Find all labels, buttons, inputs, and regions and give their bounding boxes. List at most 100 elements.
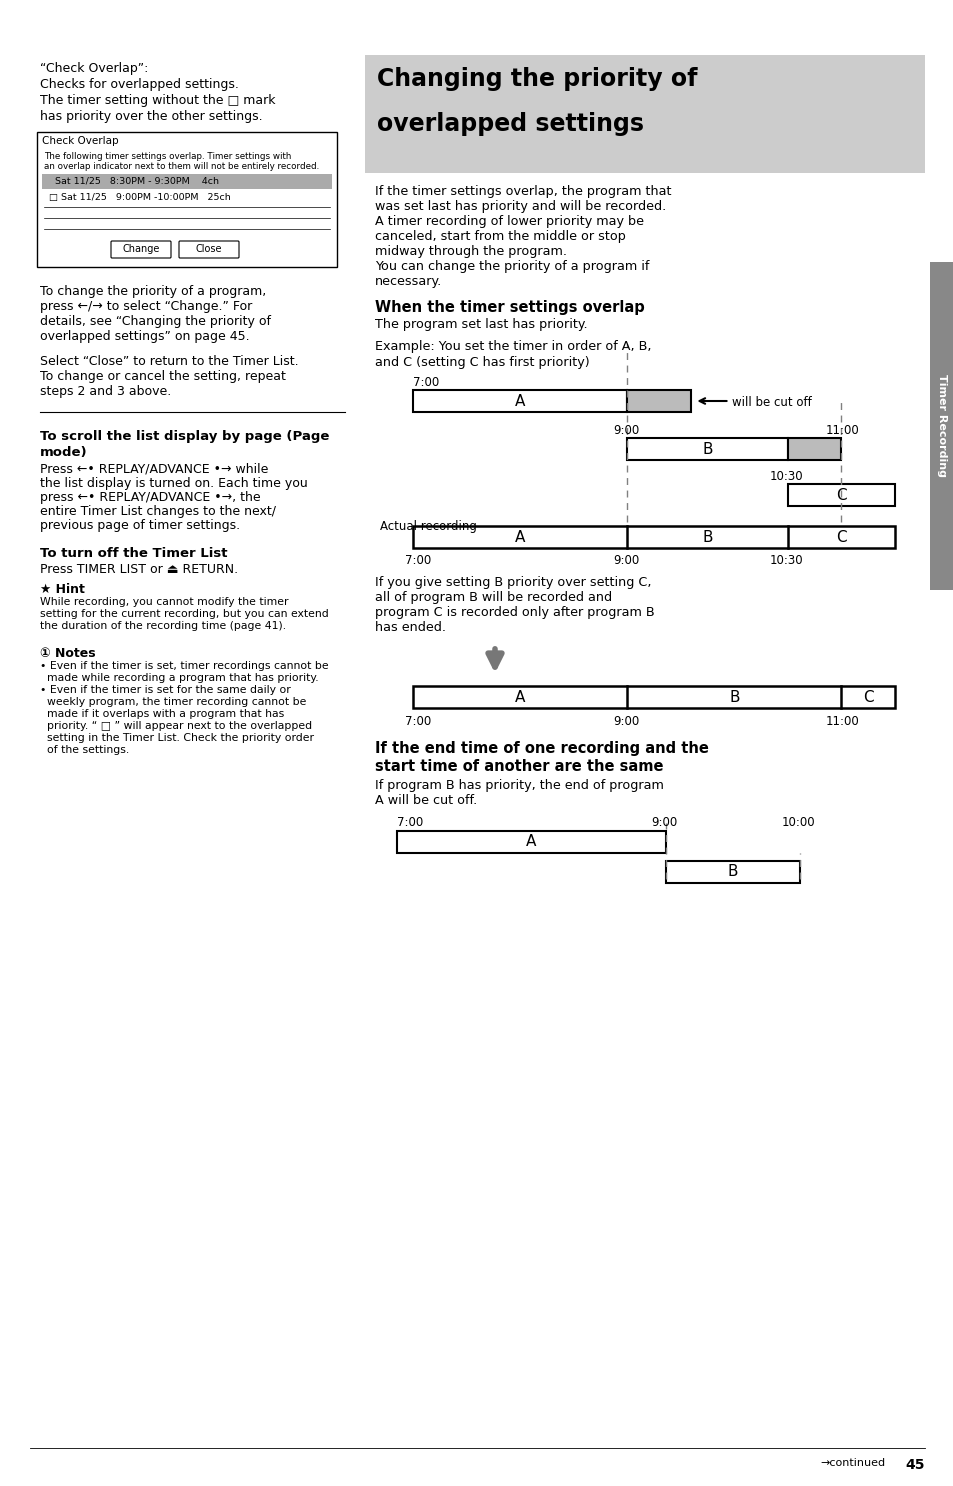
Text: Change: Change [122,244,159,254]
Bar [413,687,894,707]
Text: A: A [526,835,536,850]
Text: program C is recorded only after program B: program C is recorded only after program… [375,606,654,620]
Text: While recording, you cannot modify the timer: While recording, you cannot modify the t… [40,597,288,606]
Text: Check Overlap: Check Overlap [42,137,118,146]
Text: and C (setting C has first priority): and C (setting C has first priority) [375,357,589,369]
Text: A: A [515,394,525,409]
Text: midway through the program.: midway through the program. [375,245,566,259]
Text: steps 2 and 3 above.: steps 2 and 3 above. [40,385,172,398]
Text: If program B has priority, the end of program: If program B has priority, the end of pr… [375,779,663,792]
Text: If the timer settings overlap, the program that: If the timer settings overlap, the progr… [375,184,671,198]
Text: made while recording a program that has priority.: made while recording a program that has … [40,673,318,684]
Text: B: B [727,865,738,880]
Text: Checks for overlapped settings.: Checks for overlapped settings. [40,77,238,91]
Text: weekly program, the timer recording cannot be: weekly program, the timer recording cann… [40,697,306,707]
FancyBboxPatch shape [111,241,171,259]
Text: When the timer settings overlap: When the timer settings overlap [375,300,644,315]
Text: entire Timer List changes to the next/: entire Timer List changes to the next/ [40,505,275,519]
Text: C: C [835,529,846,544]
Text: an overlap indicator next to them will not be entirely recorded.: an overlap indicator next to them will n… [44,162,319,171]
Text: setting in the Timer List. Check the priority order: setting in the Timer List. Check the pri… [40,733,314,743]
FancyBboxPatch shape [179,241,239,259]
Text: has priority over the other settings.: has priority over the other settings. [40,110,262,123]
Bar [787,484,894,507]
Text: The following timer settings overlap. Timer settings with: The following timer settings overlap. Ti… [44,152,291,160]
Bar [365,55,924,172]
Text: 45: 45 [904,1458,923,1473]
Text: the duration of the recording time (page 41).: the duration of the recording time (page… [40,621,286,632]
Text: Changing the priority of: Changing the priority of [376,67,697,91]
Text: all of program B will be recorded and: all of program B will be recorded and [375,591,612,603]
Text: To scroll the list display by page (Page: To scroll the list display by page (Page [40,429,329,443]
Text: setting for the current recording, but you can extend: setting for the current recording, but y… [40,609,329,620]
Text: C: C [862,690,873,704]
Bar [396,831,665,853]
Bar [626,389,691,412]
Bar [626,438,787,461]
Bar [929,262,953,590]
Text: the list display is turned on. Each time you: the list display is turned on. Each time… [40,477,308,490]
Text: C: C [835,487,846,502]
Text: To change the priority of a program,: To change the priority of a program, [40,285,266,299]
Text: A will be cut off.: A will be cut off. [375,794,476,807]
Text: →continued: →continued [820,1458,884,1468]
Text: “Check Overlap”:: “Check Overlap”: [40,62,149,74]
Text: has ended.: has ended. [375,621,446,635]
Bar [787,438,841,461]
Text: Close: Close [195,244,222,254]
Text: B: B [728,690,739,704]
Text: details, see “Changing the priority of: details, see “Changing the priority of [40,315,271,328]
Text: A: A [515,690,525,704]
Text: 10:30: 10:30 [769,554,802,568]
Text: was set last has priority and will be recorded.: was set last has priority and will be re… [375,201,665,212]
Text: of the settings.: of the settings. [40,744,129,755]
Text: Press TIMER LIST or ⏏ RETURN.: Press TIMER LIST or ⏏ RETURN. [40,563,238,577]
Text: 9:00: 9:00 [613,715,639,728]
Text: 7:00: 7:00 [413,376,438,389]
Bar [37,132,336,267]
Bar [665,860,800,883]
Text: If you give setting B priority over setting C,: If you give setting B priority over sett… [375,577,651,588]
Text: previous page of timer settings.: previous page of timer settings. [40,519,240,532]
Text: B: B [701,441,712,456]
Text: ★ Hint: ★ Hint [40,583,85,596]
Text: 9:00: 9:00 [613,424,639,437]
Text: priority. “ □ ” will appear next to the overlapped: priority. “ □ ” will appear next to the … [40,721,312,731]
Text: mode): mode) [40,446,88,459]
Text: Press ←• REPLAY/ADVANCE •→ while: Press ←• REPLAY/ADVANCE •→ while [40,464,268,476]
Text: 10:00: 10:00 [781,816,815,829]
Text: You can change the priority of a program if: You can change the priority of a program… [375,260,649,273]
Text: 9:00: 9:00 [651,816,678,829]
Text: A: A [515,529,525,544]
Text: 10:30: 10:30 [769,470,802,483]
Text: 7:00: 7:00 [405,554,431,568]
Text: 11:00: 11:00 [824,715,859,728]
Text: • Even if the timer is set, timer recordings cannot be: • Even if the timer is set, timer record… [40,661,328,672]
Text: canceled, start from the middle or stop: canceled, start from the middle or stop [375,230,625,244]
Text: will be cut off: will be cut off [732,395,811,409]
Text: 7:00: 7:00 [405,715,431,728]
Text: Sat 11/25   8:30PM - 9:30PM    4ch: Sat 11/25 8:30PM - 9:30PM 4ch [55,177,219,186]
Text: necessary.: necessary. [375,275,442,288]
Text: Example: You set the timer in order of A, B,: Example: You set the timer in order of A… [375,340,651,354]
Text: To change or cancel the setting, repeat: To change or cancel the setting, repeat [40,370,286,383]
Text: press ←/→ to select “Change.” For: press ←/→ to select “Change.” For [40,300,252,314]
Text: B: B [701,529,712,544]
Text: • Even if the timer is set for the same daily or: • Even if the timer is set for the same … [40,685,291,695]
Text: Actual recording: Actual recording [379,520,476,533]
Text: To turn off the Timer List: To turn off the Timer List [40,547,227,560]
Text: 11:00: 11:00 [824,424,859,437]
Text: press ←• REPLAY/ADVANCE •→, the: press ←• REPLAY/ADVANCE •→, the [40,490,260,504]
Text: □ Sat 11/25   9:00PM -10:00PM   25ch: □ Sat 11/25 9:00PM -10:00PM 25ch [49,193,231,202]
Text: The timer setting without the □ mark: The timer setting without the □ mark [40,94,275,107]
Text: Timer Recording: Timer Recording [936,374,946,477]
Text: 7:00: 7:00 [396,816,423,829]
Text: Select “Close” to return to the Timer List.: Select “Close” to return to the Timer Li… [40,355,298,369]
Text: overlapped settings: overlapped settings [376,111,643,137]
Text: overlapped settings” on page 45.: overlapped settings” on page 45. [40,330,250,343]
Text: made if it overlaps with a program that has: made if it overlaps with a program that … [40,709,284,719]
Bar [413,526,894,548]
Text: A timer recording of lower priority may be: A timer recording of lower priority may … [375,215,643,227]
Bar [42,174,332,189]
Text: If the end time of one recording and the: If the end time of one recording and the [375,742,708,756]
